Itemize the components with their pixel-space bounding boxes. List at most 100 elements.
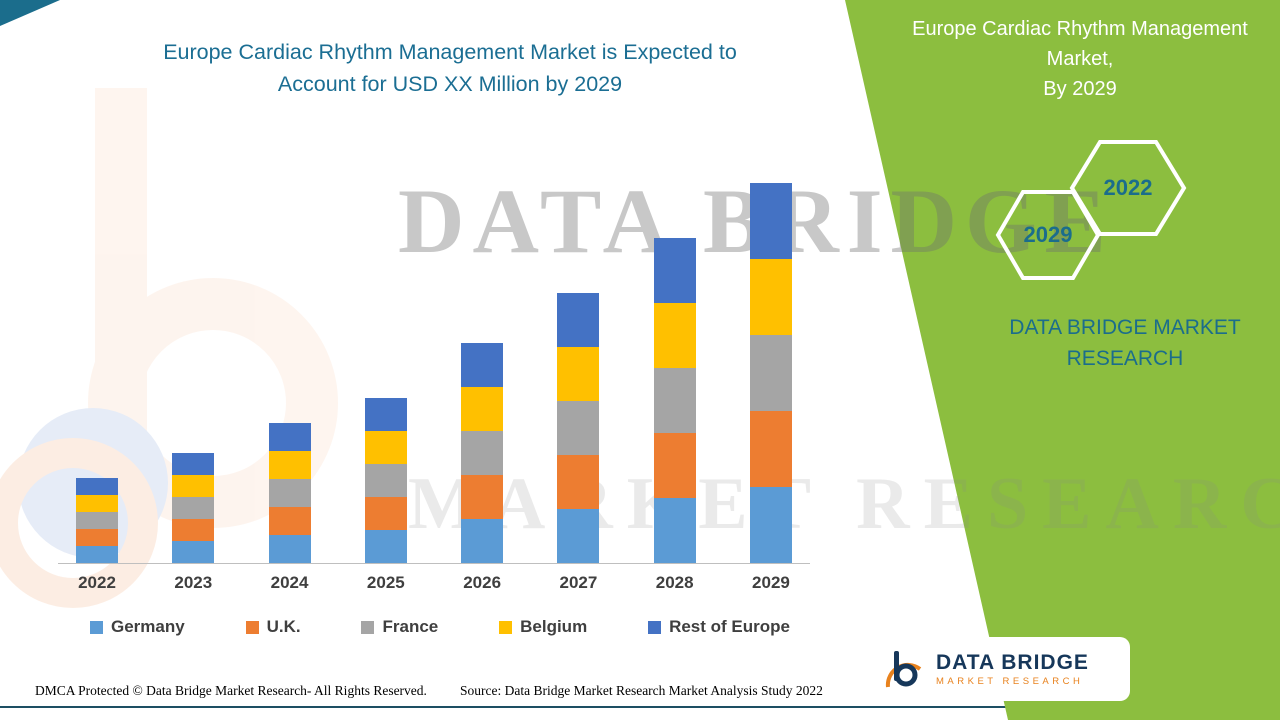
watermark-text-market-research: MARKET RESEARCH <box>408 463 1280 545</box>
bar-segment-germany <box>364 530 407 563</box>
legend-item-belgium: Belgium <box>499 617 587 637</box>
bar-segment-u-k- <box>749 411 792 487</box>
bar-segment-rest-of-europe <box>653 238 696 303</box>
bar-column-2024: 2024 <box>268 183 311 592</box>
logo-texts: DATA BRIDGE MARKET RESEARCH <box>936 651 1089 688</box>
bar-segment-u-k- <box>653 433 696 498</box>
bar-segment-germany <box>268 535 311 563</box>
bar-stack <box>172 453 215 563</box>
bar-segment-germany <box>749 487 792 563</box>
chart-title-line1: Europe Cardiac Rhythm Management Market … <box>163 40 737 64</box>
bar-segment-belgium <box>172 475 215 497</box>
x-axis-label: 2025 <box>366 573 405 592</box>
bar-stack <box>461 343 504 563</box>
bar-segment-germany <box>76 546 118 563</box>
legend-swatch-icon <box>499 620 513 634</box>
bar-segment-belgium <box>76 495 118 512</box>
bar-stack <box>653 238 696 563</box>
bar-segment-u-k- <box>76 529 118 546</box>
legend-item-germany: Germany <box>90 617 185 637</box>
x-axis-label: 2022 <box>78 573 116 592</box>
bar-segment-france <box>76 512 118 529</box>
dmca-notice: DMCA Protected © Data Bridge Market Rese… <box>35 683 427 698</box>
bar-segment-france <box>268 479 311 507</box>
bar-segment-germany <box>172 541 215 563</box>
bar-segment-rest-of-europe <box>461 343 504 387</box>
legend-label: Germany <box>111 617 185 636</box>
bar-segment-rest-of-europe <box>557 293 600 347</box>
hexagon-2022-icon <box>1069 140 1187 236</box>
corner-accent-icon <box>0 0 60 26</box>
bar-segment-france <box>749 335 792 411</box>
bar-segment-germany <box>653 498 696 563</box>
bar-stack <box>557 293 600 563</box>
bar-segment-germany <box>557 509 600 563</box>
bar-segment-france <box>364 464 407 497</box>
bar-segment-france <box>461 431 504 475</box>
legend-item-france: France <box>361 617 438 637</box>
x-axis-label: 2024 <box>270 573 309 592</box>
x-axis-label: 2023 <box>174 573 213 592</box>
bar-segment-rest-of-europe <box>749 183 792 259</box>
bar-column-2023: 2023 <box>172 183 215 592</box>
right-panel-heading-line2: By 2029 <box>1043 78 1117 100</box>
bar-column-2025: 2025 <box>364 183 407 592</box>
bar-segment-u-k- <box>172 519 215 541</box>
legend-swatch-icon <box>245 620 259 634</box>
bar-column-2027: 2027 <box>557 183 600 592</box>
bar-column-2029: 2029 <box>749 183 792 592</box>
footer-divider <box>0 706 1280 708</box>
bar-segment-belgium <box>268 451 311 479</box>
hexagon-2029-label: 2029 <box>1023 222 1073 247</box>
bar-stack <box>364 398 407 563</box>
right-panel-heading-line1: Europe Cardiac Rhythm Management Market, <box>912 18 1248 70</box>
bar-segment-belgium <box>557 347 600 401</box>
legend-label: U.K. <box>266 617 301 636</box>
chart-title-line2: Account for USD XX Million by 2029 <box>277 72 623 96</box>
hexagon-2029-icon <box>995 190 1101 280</box>
legend-label: Rest of Europe <box>669 617 790 636</box>
bar-segment-france <box>557 401 600 455</box>
bar-segment-belgium <box>653 303 696 368</box>
bar-column-2026: 2026 <box>461 183 504 592</box>
x-axis-line <box>58 563 810 564</box>
chart-title: Europe Cardiac Rhythm Management Market … <box>70 36 830 100</box>
hexagon-2022-label: 2022 <box>1103 175 1153 200</box>
bar-segment-belgium <box>749 259 792 335</box>
data-bridge-logo-icon <box>885 651 922 688</box>
bar-stack <box>268 423 311 563</box>
bar-segment-france <box>653 368 696 433</box>
legend: Germany U.K. France Belgium Rest of Europe <box>90 617 790 637</box>
bar-column-2028: 2028 <box>653 183 696 592</box>
data-bridge-logo-box: DATA BRIDGE MARKET RESEARCH <box>868 637 1130 701</box>
bars: 2022 2023 2024 2025 2026 2027 2028 2029 <box>76 183 792 592</box>
right-panel-heading: Europe Cardiac Rhythm Management Market,… <box>900 14 1260 104</box>
logo-subtitle: MARKET RESEARCH <box>936 675 1084 687</box>
logo-b-bowl <box>894 663 918 687</box>
legend-label: Belgium <box>520 617 588 636</box>
bar-segment-belgium <box>461 387 504 431</box>
bar-column-2022: 2022 <box>76 183 118 592</box>
brand-text: DATA BRIDGE MARKET RESEARCH <box>1005 312 1245 374</box>
bar-segment-rest-of-europe <box>172 453 215 475</box>
x-axis-label: 2026 <box>463 573 502 592</box>
source-note: Source: Data Bridge Market Research Mark… <box>460 683 823 698</box>
legend-swatch-icon <box>648 620 662 634</box>
bar-segment-germany <box>461 519 504 563</box>
bar-segment-france <box>172 497 215 519</box>
brand-text-line2: RESEARCH <box>1066 347 1184 370</box>
bar-segment-belgium <box>364 431 407 464</box>
bar-segment-rest-of-europe <box>76 478 118 495</box>
x-axis-label: 2027 <box>559 573 598 592</box>
legend-swatch-icon <box>361 620 375 634</box>
hexagons-icon <box>995 140 1187 280</box>
bar-segment-u-k- <box>461 475 504 519</box>
bar-segment-rest-of-europe <box>268 423 311 451</box>
legend-swatch-icon <box>90 620 103 634</box>
bar-stack <box>76 478 118 563</box>
legend-label: France <box>382 617 439 636</box>
bar-stack <box>749 183 792 563</box>
bar-segment-u-k- <box>557 455 600 509</box>
bar-segment-u-k- <box>268 507 311 535</box>
